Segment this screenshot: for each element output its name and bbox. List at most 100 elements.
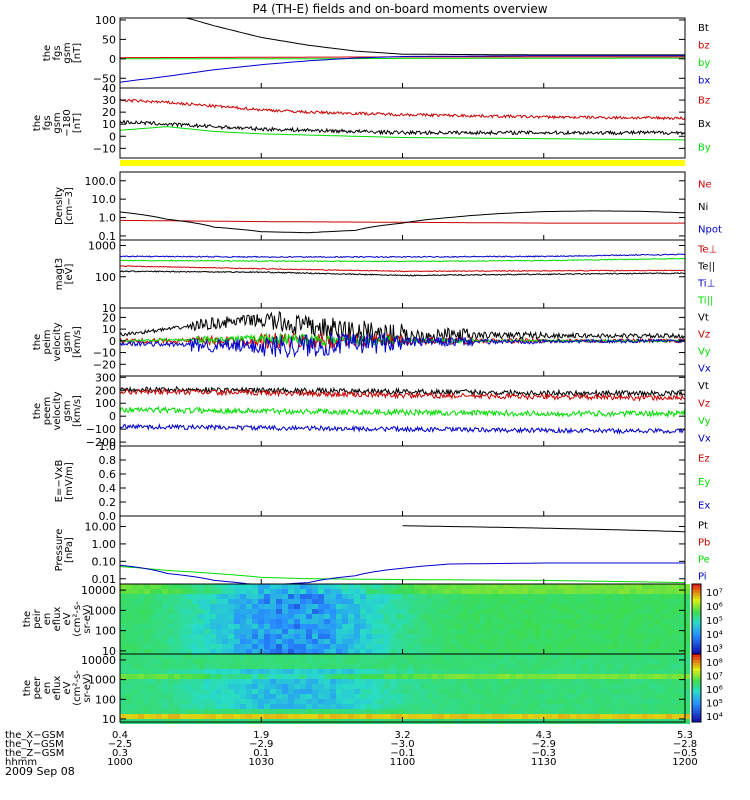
spectrogram-cell [246,629,252,634]
spectrogram-cell [450,654,456,659]
spectrogram-cell [348,694,354,699]
spectrogram-cell [138,714,144,719]
spectrogram-cell [522,709,528,714]
spectrogram-cell [180,584,186,589]
spectrogram-cell [636,644,642,649]
spectrogram-cell [282,659,288,664]
spectrogram-cell [456,644,462,649]
spectrogram-cell [174,654,180,659]
spectrogram-cell [408,634,414,639]
spectrogram-cell [444,654,450,659]
spectrogram-cell [402,584,408,589]
spectrogram-cell [384,629,390,634]
series-line [119,253,686,259]
spectrogram-cell [594,639,600,644]
spectrogram-cell [594,629,600,634]
spectrogram-cell [444,599,450,604]
spectrogram-cell [372,664,378,669]
spectrogram-cell [378,649,384,654]
spectrogram-cell [330,609,336,614]
spectrogram-cell [264,649,270,654]
spectrogram-cell [282,584,288,589]
spectrogram-cell [444,639,450,644]
spectrogram-cell [630,679,636,684]
spectrogram-cell [300,679,306,684]
spectrogram-cell [294,694,300,699]
spectrogram-cell [504,704,510,709]
spectrogram-cell [318,684,324,689]
spectrogram-cell [312,629,318,634]
spectrogram-cell [186,669,192,674]
spectrogram-cell [384,649,390,654]
spectrogram-cell [342,634,348,639]
spectrogram-cell [222,644,228,649]
spectrogram-cell [684,629,690,634]
spectrogram-cell [474,589,480,594]
spectrogram-cell [198,674,204,679]
spectrogram-cell [480,629,486,634]
spectrogram-cell [396,624,402,629]
spectrogram-cell [270,704,276,709]
spectrogram-cell [588,614,594,619]
spectrogram-cell [438,674,444,679]
spectrogram-cell [666,664,672,669]
spectrogram-cell [648,604,654,609]
spectrogram-cell [606,669,612,674]
spectrogram-cell [228,599,234,604]
spectrogram-cell [192,664,198,669]
spectrogram-cell [198,619,204,624]
spectrogram-cell [558,614,564,619]
spectrogram-cell [678,674,684,679]
spectrogram-cell [120,634,126,639]
spectrogram-cell [126,584,132,589]
spectrogram-cell [618,644,624,649]
spectrogram-cell [672,689,678,694]
spectrogram-cell [150,589,156,594]
spectrogram-cell [570,584,576,589]
spectrogram-cell [216,684,222,689]
spectrogram-cell [420,639,426,644]
spectrogram-cell [660,589,666,594]
spectrogram-cell [390,589,396,594]
spectrogram-cell [336,639,342,644]
spectrogram-cell [540,629,546,634]
spectrogram-cell [162,664,168,669]
spectrogram-cell [450,714,456,719]
y-axis-label: eflux [52,676,63,701]
spectrogram-cell [318,634,324,639]
spectrogram-cell [282,639,288,644]
spectrogram-cell [672,664,678,669]
spectrogram-cell [306,634,312,639]
spectrogram-cell [546,714,552,719]
spectrogram-cell [216,674,222,679]
spectrogram-cell [504,669,510,674]
colorbar-segment [692,648,701,652]
spectrogram-cell [678,604,684,609]
spectrogram-cell [348,639,354,644]
spectrogram-cell [522,699,528,704]
spectrogram-cell [654,619,660,624]
spectrogram-cell [624,654,630,659]
spectrogram-cell [138,654,144,659]
spectrogram-cell [282,589,288,594]
spectrogram-cell [516,699,522,704]
legend-ti: Ti⊥ [697,279,715,290]
spectrogram-cell [120,714,126,719]
spectrogram-cell [336,624,342,629]
spectrogram-cell [342,614,348,619]
spectrogram-cell [282,634,288,639]
spectrogram-cell [450,604,456,609]
spectrogram-cell [450,659,456,664]
colorbar-segment [692,699,701,703]
spectrogram-cell [354,659,360,664]
spectrogram-cell [414,584,420,589]
spectrogram-cell [528,679,534,684]
spectrogram-cell [648,679,654,684]
spectrogram-cell [174,699,180,704]
spectrogram-cell [564,664,570,669]
spectrogram-cell [270,669,276,674]
spectrogram-cell [342,674,348,679]
spectrogram-cell [450,679,456,684]
spectrogram-cell [348,659,354,664]
